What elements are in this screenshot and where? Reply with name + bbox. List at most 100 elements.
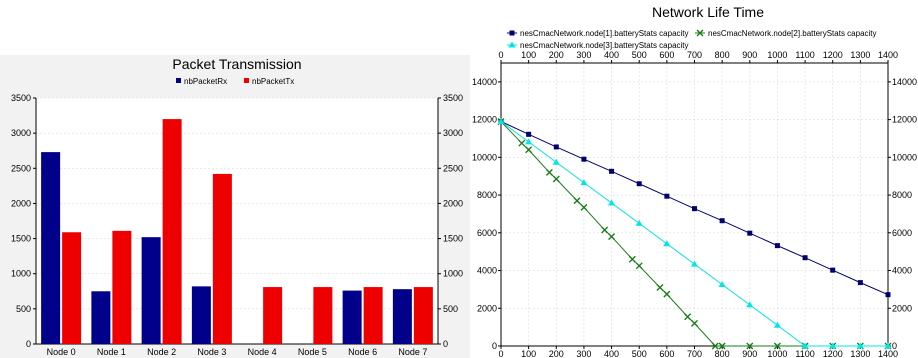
x-tick-label: 1200 <box>823 349 843 358</box>
data-point <box>608 233 616 241</box>
data-point <box>719 218 725 224</box>
data-point <box>663 290 671 298</box>
y-tick-label: 8000 <box>477 190 497 200</box>
data-point <box>525 138 533 145</box>
x-tick-label: Node 7 <box>398 347 427 357</box>
data-point <box>829 342 837 349</box>
y-tick-label: 1500 <box>11 234 31 244</box>
legend-label: nesCmacNetwork.node[2].batteryStats capa… <box>708 29 877 38</box>
y-tick-label: 0 <box>492 341 497 351</box>
packet-transmission-plot: Packet Transmission nbPacketRx nbPacketTx 0… <box>11 56 463 357</box>
y-tick-label: 3500 <box>11 93 31 103</box>
y-tick-label: 2000 <box>11 198 31 208</box>
network-life-time-chart: Network Life Time nesCmacNetwork.node[1].… <box>470 0 918 358</box>
bar-nbPacketRx <box>191 286 211 344</box>
x-tick-label: 100 <box>521 349 536 358</box>
data-point <box>684 313 692 321</box>
network-life-time-plot: Network Life Time nesCmacNetwork.node[1].… <box>472 4 917 358</box>
data-point <box>884 342 892 349</box>
bar-nbPacketRx <box>41 152 61 344</box>
legend-label: nbPacketRx <box>184 77 227 86</box>
x-tick-label-top: 0 <box>498 50 503 60</box>
y-tick-label-right: 6000 <box>892 228 912 238</box>
y-tick-label-right: 14000 <box>892 77 917 87</box>
data-point <box>885 292 891 298</box>
bar-nbPacketRx <box>342 290 362 344</box>
y-tick-label: 2500 <box>11 163 31 173</box>
data-point <box>580 179 588 186</box>
y-tick-label-right: 2000 <box>443 198 463 208</box>
x-tick-label-top: 300 <box>576 50 591 60</box>
y-tick-label: 6000 <box>477 228 497 238</box>
y-tick-label: 2000 <box>477 303 497 313</box>
bar-nbPacketRx <box>141 237 161 344</box>
x-tick-label-top: 1400 <box>878 50 898 60</box>
x-tick-label: 1400 <box>878 349 898 358</box>
data-point <box>711 342 719 350</box>
data-point <box>518 139 526 147</box>
data-point <box>656 284 664 292</box>
x-tick-label-top: 500 <box>632 50 647 60</box>
x-tick-label: 200 <box>549 349 564 358</box>
x-tick-label-top: 700 <box>687 50 702 60</box>
y-tick-label: 1000 <box>11 269 31 279</box>
data-point <box>830 267 836 273</box>
x-tick-label-top: 800 <box>715 50 730 60</box>
legend-marker <box>696 29 704 37</box>
data-point <box>581 156 587 162</box>
y-tick-label: 500 <box>16 304 31 314</box>
y-tick-label: 4000 <box>477 266 497 276</box>
x-tick-label: 1300 <box>850 349 870 358</box>
data-point <box>573 197 581 205</box>
y-tick-label-right: 2500 <box>443 163 463 173</box>
y-tick-label-right: 12000 <box>892 115 917 125</box>
data-point <box>635 219 643 226</box>
data-point <box>664 193 670 199</box>
legend-swatch <box>244 78 249 83</box>
y-tick-label-right: 3500 <box>443 93 463 103</box>
data-point <box>545 168 553 176</box>
bar-nbPacketTx <box>413 287 433 344</box>
data-point <box>746 342 754 350</box>
x-tick-label: Node 3 <box>197 347 226 357</box>
data-point <box>774 243 780 249</box>
legend-label: nesCmacNetwork.node[1].batteryStats capa… <box>520 29 689 38</box>
bar-nbPacketTx <box>112 230 132 344</box>
x-tick-label-top: 1300 <box>850 50 870 60</box>
data-point <box>773 321 781 328</box>
y-tick-label: 12000 <box>472 115 497 125</box>
data-point <box>856 342 864 349</box>
bar-nbPacketRx <box>392 289 412 344</box>
data-point <box>553 144 559 150</box>
y-tick-label-right: 1500 <box>443 234 463 244</box>
bar-nbPacketTx <box>162 119 182 344</box>
x-tick-label: 1000 <box>767 349 787 358</box>
data-point <box>746 301 754 308</box>
bar-nbPacketTx <box>363 287 383 344</box>
x-tick-label-top: 900 <box>742 50 757 60</box>
y-tick-label: 0 <box>26 339 31 349</box>
x-tick-label: Node 2 <box>147 347 176 357</box>
x-tick-label-top: 600 <box>659 50 674 60</box>
data-point <box>802 255 808 261</box>
x-tick-label: Node 4 <box>248 347 277 357</box>
legend-swatch <box>176 78 181 83</box>
data-point <box>497 117 505 124</box>
data-point <box>525 146 533 154</box>
data-point <box>747 230 753 236</box>
x-tick-label: Node 1 <box>97 347 126 357</box>
data-point <box>663 240 671 247</box>
legend-label: nesCmacNetwork.node[3].batteryStats capa… <box>520 41 689 50</box>
legend-marker <box>508 41 516 48</box>
y-tick-label-right: 10000 <box>892 152 917 162</box>
x-tick-label: 0 <box>498 349 503 358</box>
x-tick-label: 500 <box>632 349 647 358</box>
data-point <box>526 131 532 137</box>
data-point <box>628 255 636 263</box>
data-point <box>609 168 615 174</box>
data-point <box>857 280 863 286</box>
x-tick-label: 900 <box>742 349 757 358</box>
y-tick-label-right: 500 <box>443 304 458 314</box>
y-tick-label: 14000 <box>472 77 497 87</box>
x-tick-label: 300 <box>576 349 591 358</box>
